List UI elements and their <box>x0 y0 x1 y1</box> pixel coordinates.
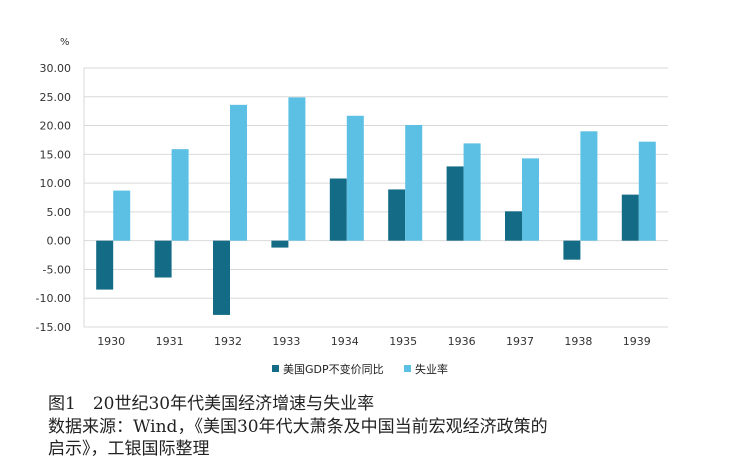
bar-gdp-growth <box>621 194 639 241</box>
y-tick-label: 10.00 <box>40 177 72 190</box>
y-tick-label: -5.00 <box>43 263 71 276</box>
figure-source: 数据来源：Wind，《美国30年代大萧条及中国当前宏观经济政策的 <box>48 417 548 437</box>
bar-unemployment-rate <box>580 131 598 241</box>
axes: 30.00 25.00 20.00 15.00 10.00 5.00 0.00 -5.00 -1… <box>36 62 651 348</box>
bar-gdp-growth <box>446 166 464 241</box>
bar-gdp-growth <box>271 240 289 248</box>
bar-gdp-growth <box>213 240 230 315</box>
legend-label-unemployment-rate: 失业率 <box>415 362 448 376</box>
bar-gdp-growth <box>96 240 114 290</box>
bar-gdp-growth <box>329 178 347 241</box>
figure-source-continued: 启示》，工银国际整理 <box>48 439 210 459</box>
y-tick-label: -10.00 <box>36 292 71 305</box>
bar-gdp-growth <box>505 211 522 241</box>
x-tick-label: 1935 <box>389 335 417 348</box>
bar-unemployment-rate <box>638 141 656 241</box>
y-tick-label: 25.00 <box>40 91 72 104</box>
x-tick-label: 1934 <box>331 335 359 348</box>
bar-unemployment-rate <box>230 104 247 241</box>
x-tick-label: 1938 <box>564 335 592 348</box>
y-tick-label: 20.00 <box>40 120 72 133</box>
figure-title: 图1 20世纪30年代美国经济增速与失业率 <box>48 394 375 414</box>
bar-unemployment-rate <box>463 143 481 241</box>
x-tick-label: 1939 <box>623 335 651 348</box>
y-tick-label: 30.00 <box>40 62 72 75</box>
y-tick-label: 5.00 <box>47 206 72 219</box>
legend-swatch-gdp-growth <box>272 365 279 372</box>
x-tick-label: 1936 <box>448 335 476 348</box>
bar-chart: 30.00 25.00 20.00 15.00 10.00 5.00 0.00 -5.00 -1… <box>36 37 668 376</box>
x-tick-label: 1933 <box>272 335 300 348</box>
legend-label-gdp-growth: 美国GDP不变价同比 <box>283 362 384 376</box>
bar-gdp-growth <box>563 240 581 260</box>
bar-gdp-growth <box>388 189 406 241</box>
bar-unemployment-rate <box>171 149 189 241</box>
bar-gdp-growth <box>154 240 172 278</box>
x-tick-label: 1937 <box>506 335 534 348</box>
bar-unemployment-rate <box>113 190 131 241</box>
x-tick-label: 1930 <box>97 335 125 348</box>
bars <box>96 97 656 315</box>
x-tick-label: 1932 <box>214 335 242 348</box>
legend-swatch-unemployment-rate <box>404 365 411 372</box>
x-tick-label: 1931 <box>156 335 184 348</box>
y-tick-label: -15.00 <box>36 321 71 334</box>
bar-unemployment-rate <box>288 97 306 241</box>
bar-unemployment-rate <box>522 158 539 241</box>
bar-unemployment-rate <box>346 115 364 241</box>
y-tick-label: 0.00 <box>47 235 72 248</box>
y-tick-label: 15.00 <box>40 148 72 161</box>
y-unit-label: % <box>60 37 70 48</box>
bar-unemployment-rate <box>405 124 423 241</box>
legend: 美国GDP不变价同比 失业率 <box>272 362 448 376</box>
